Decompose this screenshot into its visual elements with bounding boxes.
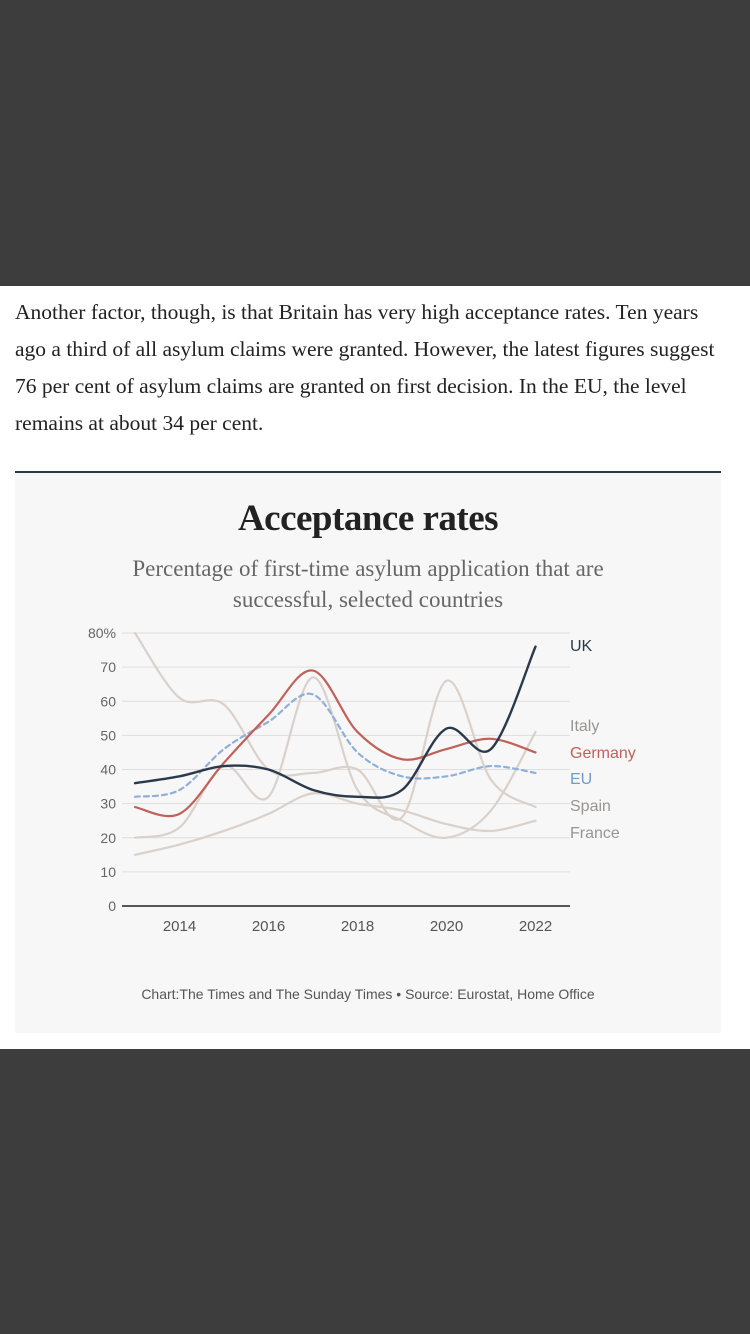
x-tick-label: 2016: [252, 918, 285, 935]
series-label-france: France: [570, 825, 620, 842]
series-label-uk: UK: [570, 638, 593, 655]
chart-title: Acceptance rates: [237, 498, 499, 539]
series-line-france: [133, 792, 537, 856]
chart-credit: Chart:The Times and The Sunday Times • S…: [141, 986, 595, 1002]
article-paragraph: Another factor, though, is that Britain …: [15, 300, 715, 435]
chart-subtitle: Percentage of first-time asylum applicat…: [132, 556, 604, 612]
y-tick-label: 10: [100, 864, 116, 880]
article-content: Another factor, though, is that Britain …: [0, 286, 750, 1049]
y-tick-label: 40: [100, 762, 116, 778]
series-line-italy: [133, 631, 537, 821]
series-label-eu: EU: [570, 771, 592, 788]
series-label-italy: Italy: [570, 718, 599, 735]
y-tick-label: 0: [108, 898, 116, 914]
x-tick-label: 2014: [163, 918, 196, 935]
chart-top-rule: [15, 471, 721, 473]
series-label-spain: Spain: [570, 798, 611, 815]
y-tick-label: 30: [100, 796, 116, 812]
series-label-germany: Germany: [570, 745, 636, 762]
x-tick-label: 2022: [519, 918, 552, 935]
series-line-germany: [133, 669, 537, 818]
series-line-uk: [133, 645, 537, 799]
y-tick-label: 80%: [88, 625, 116, 641]
y-tick-label: 20: [100, 830, 116, 846]
y-tick-label: 70: [100, 659, 116, 675]
series-line-eu: [133, 692, 537, 798]
line-chart: 80% 70 60 50 40 30 20 10 0 2014 2016 2018 2020 2022 It…: [88, 625, 636, 935]
chart-container: 80% 70 60 50 40 30 20 10 0 2014 2016 2018 2020 2022 It…: [15, 473, 721, 1033]
x-tick-label: 2020: [430, 918, 463, 935]
x-tick-label: 2018: [341, 918, 374, 935]
y-tick-label: 60: [100, 693, 116, 709]
y-tick-label: 50: [100, 727, 116, 743]
